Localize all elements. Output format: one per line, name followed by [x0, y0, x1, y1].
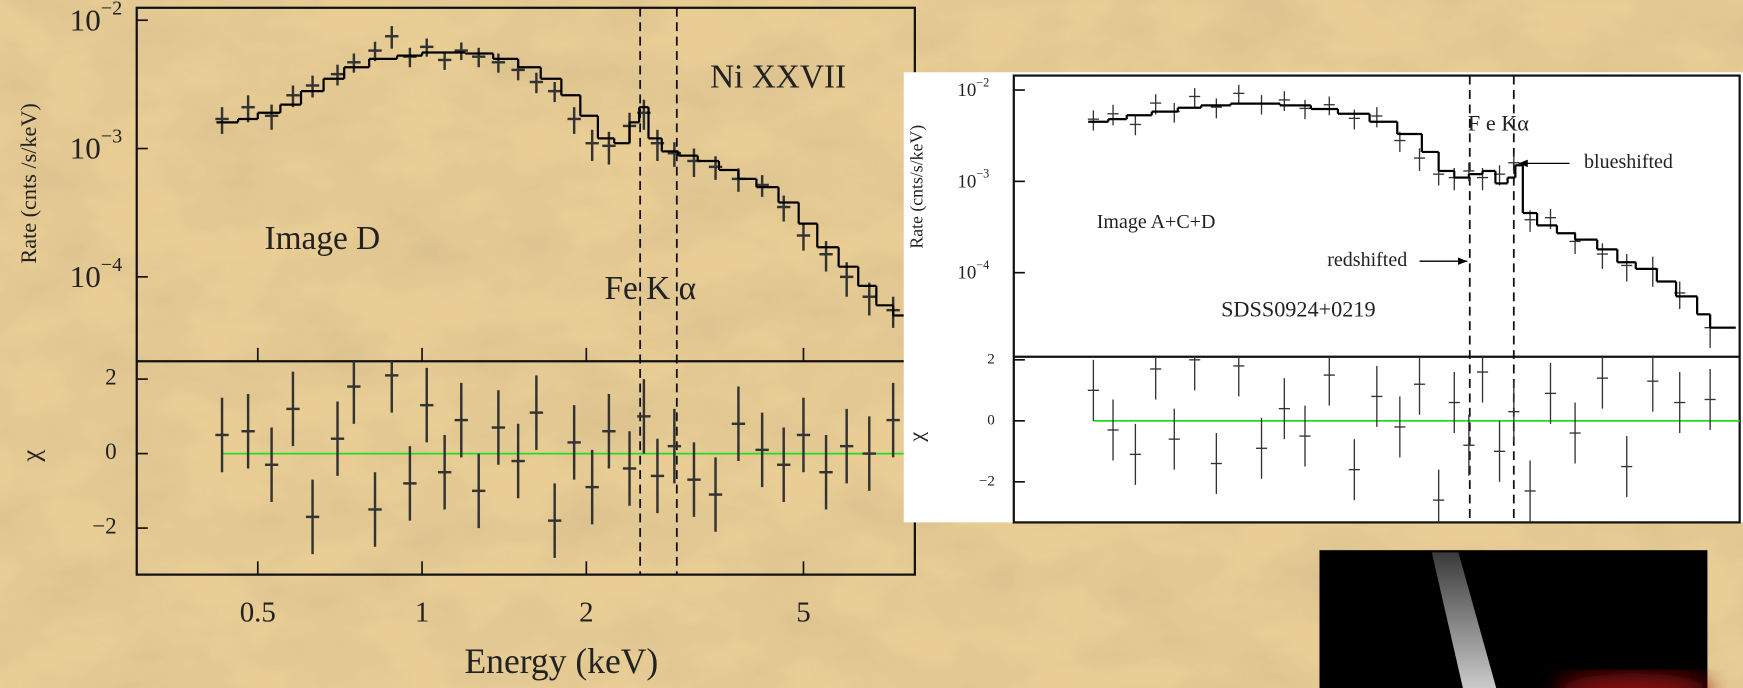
- red-glow: [1557, 673, 1711, 688]
- residual-tick-label: 2: [105, 364, 117, 390]
- y-tick-base: 10: [957, 80, 976, 101]
- y-axis-label: Rate (cnts /s/keV): [16, 103, 41, 263]
- x-tick-label: 5: [796, 596, 810, 628]
- residual-tick-label: −2: [979, 473, 995, 489]
- chart-panel: [903, 72, 1743, 523]
- x-axis-label: Energy (keV): [464, 641, 658, 681]
- residual-tick-label: 0: [987, 412, 995, 428]
- x-tick-label: 1: [415, 596, 429, 628]
- y-tick-base: 10: [957, 172, 976, 193]
- y-tick-label: 10−4: [70, 254, 123, 295]
- annotation: Ni XXVII: [710, 59, 846, 96]
- image-frame: [1319, 550, 1708, 688]
- jet-cone: [1431, 552, 1497, 688]
- annotation: blueshifted: [1584, 151, 1673, 173]
- annotation: F e Kα: [1468, 111, 1529, 136]
- y-tick-label: 10−4: [957, 258, 989, 284]
- y-tick-exponent: −2: [101, 0, 123, 19]
- y-tick-base: 10: [70, 259, 101, 294]
- x-tick-label: 2: [579, 596, 593, 628]
- y-tick-base: 10: [70, 2, 101, 37]
- y-axis-label: Rate (cnts/s/keV): [906, 125, 927, 249]
- y-tick-label: 10−2: [957, 75, 989, 101]
- plot-frame: [1012, 74, 1741, 524]
- residual-axis-label: χ: [15, 450, 45, 463]
- residual-tick-label: 0: [105, 439, 117, 465]
- y-tick-exponent: −3: [101, 125, 123, 147]
- annotation: Fe K α: [605, 270, 697, 307]
- y-tick-exponent: −3: [976, 167, 989, 181]
- residual-tick-label: 2: [987, 351, 995, 367]
- x-tick-label: 0.5: [240, 596, 276, 628]
- residual-tick-label: −2: [92, 513, 117, 539]
- y-tick-label: 10−3: [957, 167, 989, 193]
- y-tick-base: 10: [70, 131, 101, 166]
- residual-axis-label: χ: [903, 432, 928, 443]
- y-tick-exponent: −2: [976, 75, 989, 89]
- y-tick-exponent: −4: [101, 254, 123, 276]
- annotation: SDSS0924+0219: [1221, 296, 1376, 321]
- y-tick-label: 10−3: [70, 125, 123, 166]
- y-tick-exponent: −4: [976, 258, 989, 272]
- annotation: Image A+C+D: [1097, 211, 1216, 233]
- y-tick-label: 10−2: [70, 0, 123, 37]
- annotation: Image D: [265, 220, 381, 257]
- jet-image: [1319, 550, 1711, 688]
- annotation: redshifted: [1327, 249, 1407, 271]
- y-tick-base: 10: [957, 263, 976, 284]
